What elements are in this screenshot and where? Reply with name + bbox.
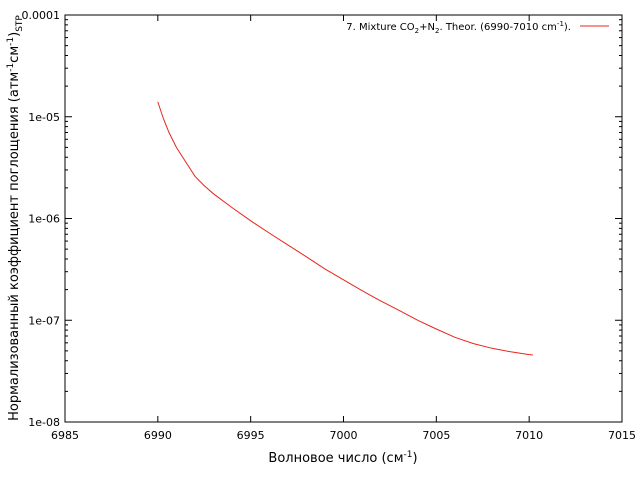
x-axis-title: Волновое число (см-1) xyxy=(268,450,417,466)
y-tick-label: 1e-06 xyxy=(28,213,60,226)
y-tick-label: 1e-07 xyxy=(28,314,60,327)
legend: 7. Mixture CO2+N2. Theor. (6990-7010 cm-… xyxy=(346,20,609,35)
x-tick-label: 7015 xyxy=(608,429,636,442)
series-layer xyxy=(157,101,533,356)
y-tick-label: 1e-08 xyxy=(28,416,60,429)
x-tick-label: 6990 xyxy=(144,429,172,442)
legend-label: 7. Mixture CO2+N2. Theor. (6990-7010 cm-… xyxy=(346,20,571,35)
x-tick-label: 6985 xyxy=(51,429,79,442)
y-tick-label: 1e-05 xyxy=(28,111,60,124)
x-tick-label: 6995 xyxy=(237,429,265,442)
y-tick-label: 0.0001 xyxy=(22,9,61,22)
x-tick-label: 7010 xyxy=(515,429,543,442)
axis-ticks: 6985 6990 6995 7000 7005 7010 7015 1e-08 1e-07 1e… xyxy=(22,9,637,442)
y-axis-title: Нормализованный коэффициент поглощения (… xyxy=(6,15,25,421)
x-tick-label: 7000 xyxy=(330,429,358,442)
series-line xyxy=(157,101,533,356)
x-tick-label: 7005 xyxy=(422,429,450,442)
plot-frame xyxy=(64,14,623,423)
